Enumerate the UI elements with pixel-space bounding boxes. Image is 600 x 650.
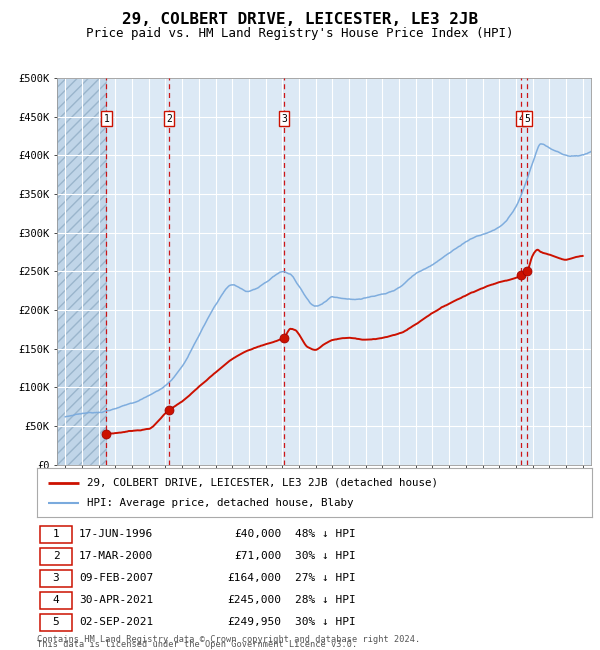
Text: 4: 4 — [53, 595, 59, 604]
FancyBboxPatch shape — [40, 614, 72, 630]
Text: £164,000: £164,000 — [227, 573, 281, 583]
Text: 30-APR-2021: 30-APR-2021 — [79, 595, 153, 604]
Text: This data is licensed under the Open Government Licence v3.0.: This data is licensed under the Open Gov… — [37, 640, 358, 649]
Text: 29, COLBERT DRIVE, LEICESTER, LE3 2JB (detached house): 29, COLBERT DRIVE, LEICESTER, LE3 2JB (d… — [87, 478, 438, 488]
Text: £249,950: £249,950 — [227, 617, 281, 627]
Text: Price paid vs. HM Land Registry's House Price Index (HPI): Price paid vs. HM Land Registry's House … — [86, 27, 514, 40]
Text: 4: 4 — [518, 114, 524, 124]
Text: 2: 2 — [53, 551, 59, 561]
Text: 3: 3 — [281, 114, 287, 124]
Text: 5: 5 — [53, 617, 59, 627]
Text: 2: 2 — [166, 114, 172, 124]
FancyBboxPatch shape — [40, 526, 72, 543]
Text: 1: 1 — [53, 529, 59, 539]
Text: 09-FEB-2007: 09-FEB-2007 — [79, 573, 153, 583]
Text: 27% ↓ HPI: 27% ↓ HPI — [295, 573, 356, 583]
FancyBboxPatch shape — [40, 570, 72, 587]
Text: £245,000: £245,000 — [227, 595, 281, 604]
Text: 29, COLBERT DRIVE, LEICESTER, LE3 2JB: 29, COLBERT DRIVE, LEICESTER, LE3 2JB — [122, 12, 478, 27]
Text: £40,000: £40,000 — [234, 529, 281, 539]
Text: 17-JUN-1996: 17-JUN-1996 — [79, 529, 153, 539]
Text: 30% ↓ HPI: 30% ↓ HPI — [295, 551, 356, 561]
Bar — [57, 78, 106, 465]
Text: 5: 5 — [524, 114, 530, 124]
Text: Contains HM Land Registry data © Crown copyright and database right 2024.: Contains HM Land Registry data © Crown c… — [37, 634, 421, 644]
Text: 48% ↓ HPI: 48% ↓ HPI — [295, 529, 356, 539]
Text: 17-MAR-2000: 17-MAR-2000 — [79, 551, 153, 561]
Text: 3: 3 — [53, 573, 59, 583]
Text: 1: 1 — [103, 114, 109, 124]
Text: HPI: Average price, detached house, Blaby: HPI: Average price, detached house, Blab… — [87, 498, 353, 508]
Text: £71,000: £71,000 — [234, 551, 281, 561]
FancyBboxPatch shape — [40, 548, 72, 565]
Text: 28% ↓ HPI: 28% ↓ HPI — [295, 595, 356, 604]
FancyBboxPatch shape — [40, 592, 72, 608]
Text: 30% ↓ HPI: 30% ↓ HPI — [295, 617, 356, 627]
Text: 02-SEP-2021: 02-SEP-2021 — [79, 617, 153, 627]
